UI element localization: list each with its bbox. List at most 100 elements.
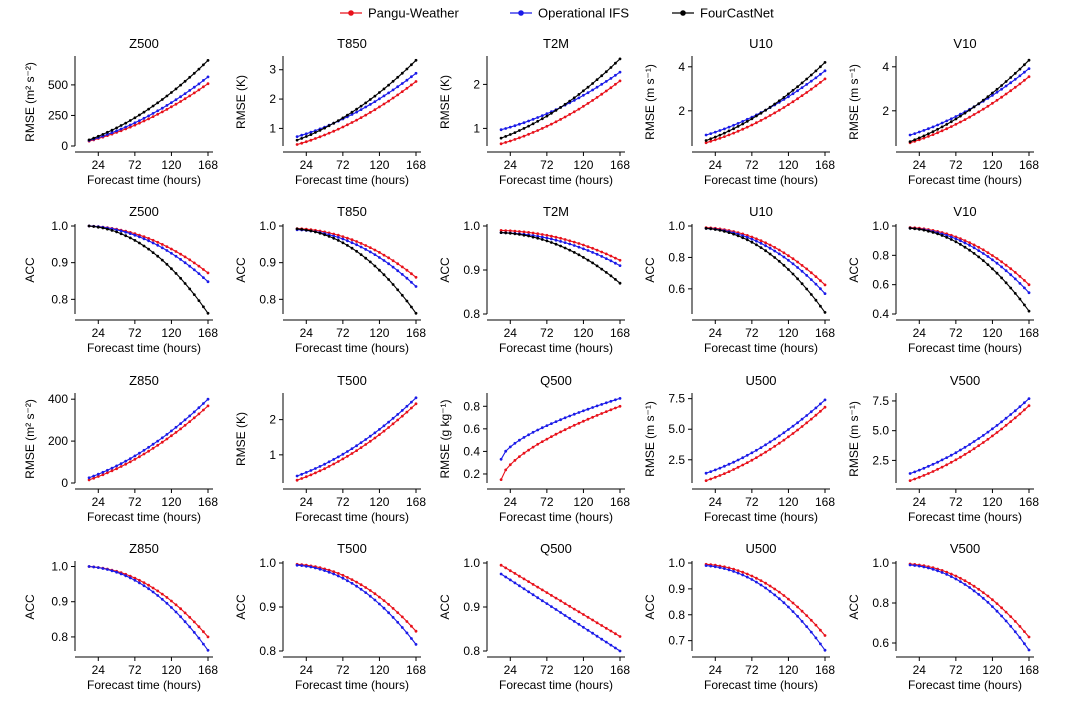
data-point (908, 226, 912, 230)
data-point (170, 267, 173, 271)
x-tick-label: 72 (540, 495, 554, 509)
series-operational-ifs (499, 231, 622, 267)
data-point (165, 94, 169, 98)
x-tick-label: 168 (815, 495, 835, 509)
data-point (732, 460, 735, 464)
data-point (913, 470, 917, 474)
data-point (192, 293, 196, 296)
data-point (819, 304, 822, 308)
data-point (400, 90, 404, 93)
data-point (147, 445, 151, 449)
data-point (745, 575, 749, 579)
data-point (604, 410, 608, 413)
data-point (382, 102, 386, 106)
series-line (296, 72, 417, 138)
data-point (147, 107, 151, 111)
data-point (318, 231, 322, 235)
data-point (96, 134, 100, 138)
x-tick-label: 24 (92, 326, 106, 340)
data-point (991, 427, 994, 431)
data-point (927, 566, 930, 570)
data-point (963, 453, 967, 456)
x-tick-label: 120 (573, 326, 593, 340)
data-point (931, 125, 935, 129)
y-axis-label: RMSE (m s⁻¹) (847, 401, 861, 477)
data-point (378, 602, 381, 606)
data-point (142, 116, 146, 120)
data-point (1004, 263, 1008, 267)
data-point (295, 227, 299, 231)
data-point (400, 82, 404, 85)
data-point (147, 583, 151, 587)
data-point (981, 591, 985, 594)
data-point (945, 236, 949, 239)
data-point (165, 596, 169, 599)
data-point (582, 243, 585, 247)
x-tick-label: 120 (982, 663, 1002, 677)
data-point (400, 265, 404, 269)
data-point (327, 570, 331, 574)
x-axis-label: Forecast time (hours) (87, 678, 201, 692)
data-point (995, 87, 999, 91)
data-point (400, 414, 404, 418)
series-pangu-weather (499, 229, 622, 262)
data-point (750, 123, 754, 127)
y-tick-label: 0.4 (872, 307, 889, 321)
series-line (706, 227, 826, 313)
data-point (814, 298, 818, 302)
x-tick-label: 24 (913, 158, 927, 172)
data-point (755, 237, 758, 241)
data-point (368, 434, 372, 438)
series-line (297, 229, 417, 287)
data-point (160, 592, 164, 596)
data-point (773, 256, 777, 259)
data-point (582, 247, 585, 251)
y-axis-label: ACC (438, 257, 452, 283)
data-point (160, 436, 164, 440)
data-point (1023, 408, 1026, 412)
data-point (138, 455, 141, 459)
data-point (995, 257, 999, 260)
data-point (959, 120, 962, 124)
data-point (336, 239, 340, 242)
data-point (782, 96, 786, 99)
data-point (197, 272, 201, 275)
data-point (540, 235, 544, 239)
data-point (405, 67, 409, 71)
data-point (142, 448, 146, 452)
data-point (531, 131, 535, 134)
data-point (364, 591, 368, 594)
data-point (540, 440, 544, 443)
data-point (791, 610, 795, 613)
data-point (718, 129, 722, 132)
x-axis-label: Forecast time (hours) (704, 678, 818, 692)
data-point (796, 421, 799, 425)
data-point (718, 136, 722, 140)
data-point (387, 426, 390, 429)
legend-swatch-marker (680, 10, 686, 16)
series-operational-ifs (499, 397, 622, 461)
data-point (138, 578, 141, 582)
data-point (586, 91, 590, 95)
data-point (595, 414, 599, 417)
data-point (1027, 67, 1031, 70)
data-point (1027, 648, 1031, 652)
data-point (405, 86, 409, 90)
data-point (759, 583, 763, 587)
x-tick-label: 24 (504, 495, 518, 509)
data-point (142, 452, 146, 456)
data-point (368, 103, 372, 106)
y-tick-label: 2 (269, 413, 276, 427)
data-point (336, 574, 340, 578)
data-point (147, 587, 151, 591)
data-point (499, 229, 503, 232)
data-point (1027, 58, 1031, 62)
data-point (323, 233, 326, 237)
x-axis-label: Forecast time (hours) (295, 173, 409, 187)
data-point (773, 444, 777, 448)
data-point (170, 91, 173, 94)
series-line (88, 60, 209, 141)
data-point (922, 565, 926, 569)
